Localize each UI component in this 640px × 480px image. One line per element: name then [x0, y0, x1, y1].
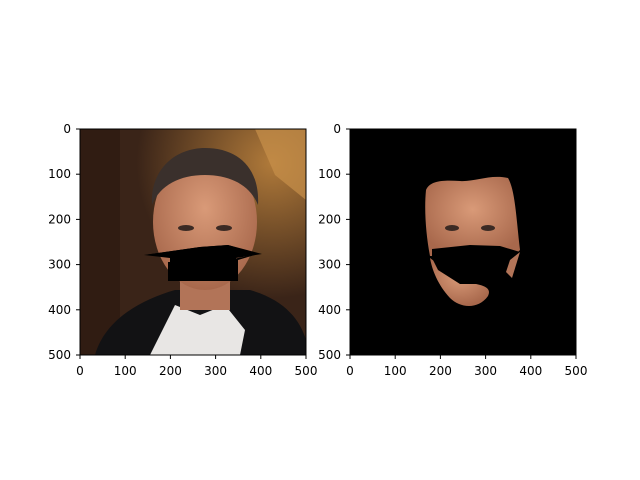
y-tick-label: 300: [48, 258, 71, 272]
x-tick-label: 400: [249, 364, 272, 378]
y-tick-label: 0: [63, 122, 71, 136]
axes-frame-left: [79, 128, 307, 356]
x-tick-label: 0: [346, 364, 354, 378]
axes-frame-right: [349, 128, 577, 356]
y-tick-label: 400: [318, 303, 341, 317]
panel-face-mask: [350, 129, 576, 355]
right-x-axis: 0 100 200 300 400 500: [346, 355, 587, 378]
x-tick-label: 200: [429, 364, 452, 378]
y-tick-label: 500: [48, 348, 71, 362]
y-tick-label: 300: [318, 258, 341, 272]
x-tick-label: 100: [114, 364, 137, 378]
x-tick-label: 100: [384, 364, 407, 378]
x-tick-label: 400: [519, 364, 542, 378]
y-tick-label: 400: [48, 303, 71, 317]
x-tick-label: 500: [295, 364, 318, 378]
hair: [151, 148, 259, 205]
x-tick-label: 300: [474, 364, 497, 378]
y-tick-label: 0: [333, 122, 341, 136]
mask-image: [350, 129, 576, 355]
left-x-axis: 0 100 200 300 400 500: [76, 355, 317, 378]
y-tick-label: 200: [48, 212, 71, 226]
y-tick-label: 200: [318, 212, 341, 226]
x-tick-label: 500: [565, 364, 588, 378]
panel-original: [80, 129, 306, 355]
left-y-axis: 0 100 200 300 400 500: [48, 122, 80, 362]
x-tick-label: 0: [76, 364, 84, 378]
x-tick-label: 200: [159, 364, 182, 378]
right-y-axis: 0 100 200 300 400 500: [318, 122, 350, 362]
y-tick-label: 500: [318, 348, 341, 362]
photo-image: [80, 129, 306, 355]
y-tick-label: 100: [48, 167, 71, 181]
y-tick-label: 100: [318, 167, 341, 181]
x-tick-label: 300: [204, 364, 227, 378]
